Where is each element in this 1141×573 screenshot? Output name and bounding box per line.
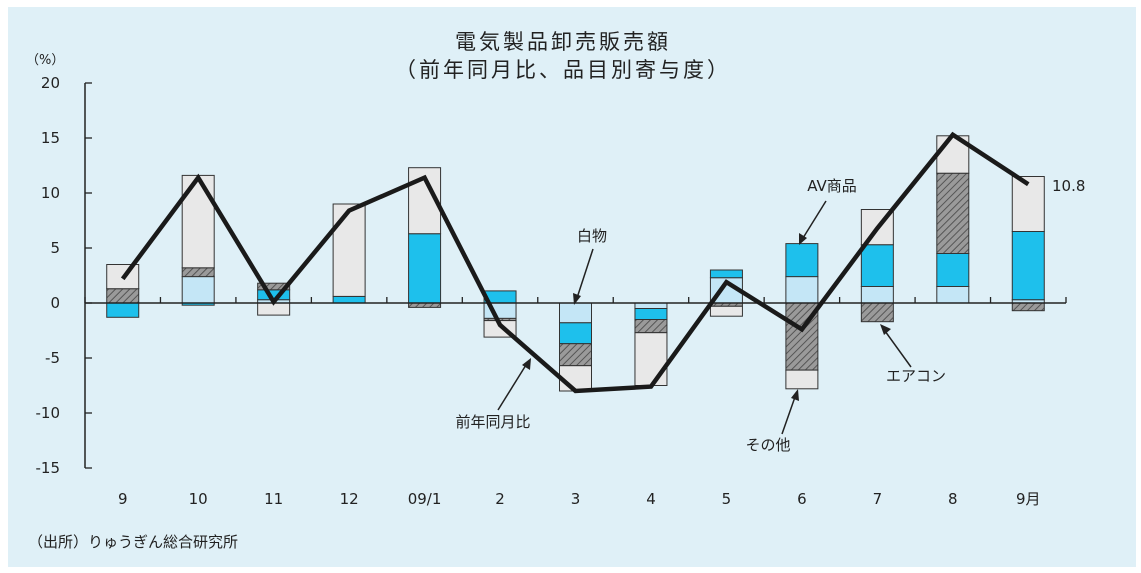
arrowhead-white-goods (573, 293, 581, 305)
annotation-av: AV商品 (807, 177, 857, 195)
chart-subtitle: （前年同月比、品目別寄与度） (395, 58, 731, 82)
y-tick-label: 15 (41, 129, 60, 147)
bar-segment-av (106, 302, 140, 318)
y-tick-label: -15 (36, 459, 61, 477)
x-tick-label: 5 (722, 490, 732, 508)
bar-segment-other (1011, 176, 1045, 232)
x-tick-label: 3 (571, 490, 581, 508)
bar-segment-av (408, 233, 442, 304)
bar-segment-white-goods (634, 302, 668, 309)
bar-segment-av (559, 322, 592, 345)
arrowhead-yoy (522, 358, 531, 370)
bar-segment-aircon (1011, 302, 1045, 312)
bar-segment-white-goods (936, 286, 970, 304)
bar-segment-av (785, 243, 819, 278)
chart-frame: 電気製品卸売販売額 （前年同月比、品目別寄与度） （%） 20 15 10 5 0 -5 -… (8, 7, 1136, 567)
bar-segment-white-goods (860, 286, 894, 304)
bar-segment-aircon (634, 319, 668, 334)
bar-segment-av (332, 295, 366, 304)
annotation-last-value: 10.8 (1052, 177, 1085, 195)
arrow-other (781, 396, 796, 435)
bar-segment-other (785, 369, 819, 390)
x-tick-label: 6 (797, 490, 807, 508)
bar-segment-av (936, 253, 970, 287)
annotation-other: その他 (745, 436, 790, 454)
bar-segment-av (1011, 231, 1045, 301)
y-tick-label: -10 (36, 404, 61, 422)
arrowhead-other (791, 389, 799, 401)
x-tick-label: 4 (646, 490, 656, 508)
bar-segment-av (709, 269, 743, 279)
y-tick-label: -5 (45, 349, 60, 367)
bar-segment-aircon (257, 282, 291, 291)
annotation-white-goods: 白物 (577, 227, 607, 245)
bar-segment-other (181, 174, 215, 269)
bar-segment-white-goods (785, 276, 819, 304)
arrow-av (802, 200, 827, 239)
y-tick-label: 5 (50, 239, 60, 257)
bar-segment-av (860, 244, 894, 287)
arrow-aircon (884, 330, 912, 368)
x-tick-label: 8 (948, 490, 958, 508)
x-tick-label: 09/1 (408, 490, 442, 508)
bar-segment-white-goods (181, 276, 215, 304)
source-note: （出所）りゅうぎん総合研究所 (28, 533, 238, 551)
bar-segment-aircon (559, 343, 592, 367)
bar-segment-white-goods (559, 302, 592, 324)
y-axis-unit: （%） (26, 53, 64, 68)
y-tick-label: 20 (41, 74, 60, 92)
bar-segment-aircon (936, 172, 970, 254)
bar-segment-av (634, 308, 668, 320)
yoy-line (120, 131, 1030, 394)
bar-segment-aircon (860, 302, 894, 323)
chart-svg: 電気製品卸売販売額 （前年同月比、品目別寄与度） （%） 20 15 10 5 0 -5 -… (26, 30, 1085, 551)
x-tick-label: 10 (189, 490, 208, 508)
arrowhead-av (799, 233, 807, 245)
bar-segment-other (332, 203, 366, 297)
chart-title: 電気製品卸売販売額 (455, 30, 671, 54)
bar-segment-aircon (181, 267, 215, 278)
bar-segment-aircon (106, 288, 140, 304)
arrow-white-goods (576, 248, 594, 299)
x-tick-label: 7 (873, 490, 883, 508)
bar-segment-other (709, 305, 743, 317)
bar-segment-other (634, 332, 668, 387)
x-tick-label: 9 (118, 490, 128, 508)
arrow-yoy (497, 364, 527, 411)
x-tick-label: 9月 (1016, 490, 1041, 508)
arrowhead-aircon (880, 324, 891, 335)
bar-segment-other (559, 365, 592, 392)
annotation-yoy: 前年同月比 (455, 413, 530, 431)
x-tick-label: 12 (340, 490, 359, 508)
annotation-aircon: エアコン (886, 367, 946, 385)
y-tick-label: 0 (50, 294, 60, 312)
y-tick-label: 10 (41, 184, 60, 202)
x-tick-label: 11 (264, 490, 283, 508)
x-tick-label: 2 (495, 490, 505, 508)
